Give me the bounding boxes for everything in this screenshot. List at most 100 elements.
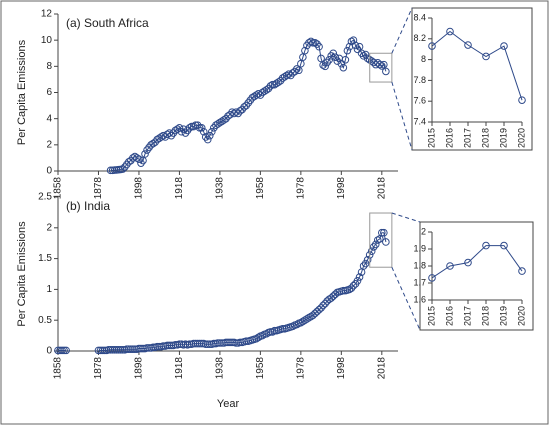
data-point <box>125 345 133 353</box>
data-point <box>369 243 378 251</box>
x-tick-label: 2015 <box>426 306 436 326</box>
x-tick-label: 1958 <box>255 177 266 200</box>
data-point <box>163 341 172 350</box>
x-tick-label: 1998 <box>336 357 347 380</box>
data-point <box>260 87 269 95</box>
data-point <box>309 38 317 47</box>
data-point <box>125 158 133 166</box>
data-point <box>301 46 309 55</box>
x-tick-label: 2019 <box>498 306 508 326</box>
x-tick-label: 1878 <box>93 177 104 200</box>
x-tick-label: 1918 <box>174 357 185 380</box>
x-tick-label: 2016 <box>444 306 454 326</box>
x-tick-label: 1938 <box>215 357 226 380</box>
y-tick-label: 1.5 <box>38 253 52 264</box>
data-point <box>197 124 206 132</box>
data-point <box>254 333 263 342</box>
data-point <box>353 276 362 285</box>
data-point <box>141 150 149 158</box>
data-point <box>131 152 139 161</box>
data-point <box>299 317 307 326</box>
data-point <box>118 165 127 173</box>
data-point <box>222 338 230 347</box>
data-point <box>54 346 62 355</box>
data-point <box>214 120 222 128</box>
data-point <box>135 155 143 164</box>
data-point <box>157 133 166 141</box>
x-tick-label: 2018 <box>480 306 490 326</box>
data-point <box>274 78 283 86</box>
x-tick-label: 1998 <box>336 177 347 200</box>
y-tick-label: 6 <box>46 87 52 98</box>
zoom-connector <box>391 81 413 151</box>
y-axis-label: Per Capita Emissions <box>16 39 28 145</box>
data-point <box>464 258 472 267</box>
data-point <box>173 125 182 133</box>
data-point <box>201 340 210 349</box>
data-point <box>96 346 105 355</box>
data-point <box>212 121 220 130</box>
data-point <box>159 131 168 140</box>
x-tick-label: 2020 <box>516 128 526 148</box>
data-point <box>282 71 291 80</box>
data-point <box>446 27 454 36</box>
y-tick-label: 1.8 <box>413 260 426 270</box>
data-point <box>315 305 323 314</box>
data-point <box>252 91 261 99</box>
data-point <box>60 346 68 355</box>
x-tick-label: 2018 <box>376 177 387 200</box>
data-point <box>303 315 311 323</box>
zoom-connector <box>391 212 421 223</box>
x-tick-label: 1898 <box>134 177 145 200</box>
data-point <box>193 339 202 348</box>
x-tick-label: 2018 <box>376 357 387 380</box>
x-tick-label: 2017 <box>462 306 472 326</box>
y-tick-label: 0 <box>46 346 52 357</box>
x-tick-label: 1858 <box>53 177 64 200</box>
data-point <box>305 38 313 47</box>
y-tick-label: 1.7 <box>413 277 426 287</box>
data-point <box>268 80 277 89</box>
y-tick-label: 2 <box>46 222 52 233</box>
data-point <box>482 52 490 61</box>
data-point <box>367 247 376 256</box>
data-point <box>363 54 372 63</box>
y-tick-label: 0 <box>46 166 52 177</box>
data-point <box>293 65 301 73</box>
data-point <box>311 38 319 47</box>
data-point <box>500 241 508 250</box>
data-point <box>500 42 508 50</box>
y-tick-label: 8 <box>46 61 52 72</box>
data-point <box>139 156 147 165</box>
y-tick-label: 4 <box>46 113 52 124</box>
data-point <box>349 36 358 44</box>
data-point <box>205 131 214 140</box>
y-tick-label: 7.8 <box>413 75 426 85</box>
data-point <box>248 93 257 102</box>
data-point <box>216 118 224 127</box>
data-point <box>305 313 313 322</box>
y-tick-label: 2.5 <box>38 192 52 203</box>
data-point <box>428 274 436 282</box>
panel-label: (b) India <box>66 199 110 213</box>
zoom-box <box>369 212 393 268</box>
data-point <box>446 262 454 270</box>
data-point <box>349 281 358 290</box>
data-point <box>347 37 356 46</box>
data-point <box>363 256 372 264</box>
data-point <box>359 262 368 270</box>
y-tick-label: 1.6 <box>413 294 426 304</box>
data-point <box>127 345 135 353</box>
data-point <box>380 228 388 237</box>
inset-frame <box>419 221 534 331</box>
x-tick-label: 1978 <box>295 177 306 200</box>
x-tick-label: 2016 <box>444 128 454 148</box>
data-point <box>380 60 388 69</box>
y-tick-label: 7.4 <box>413 116 426 126</box>
data-point <box>262 86 271 94</box>
panel-label: (a) South Africa <box>66 16 149 30</box>
data-point <box>321 62 329 71</box>
data-point <box>315 42 323 51</box>
data-point <box>297 59 305 68</box>
